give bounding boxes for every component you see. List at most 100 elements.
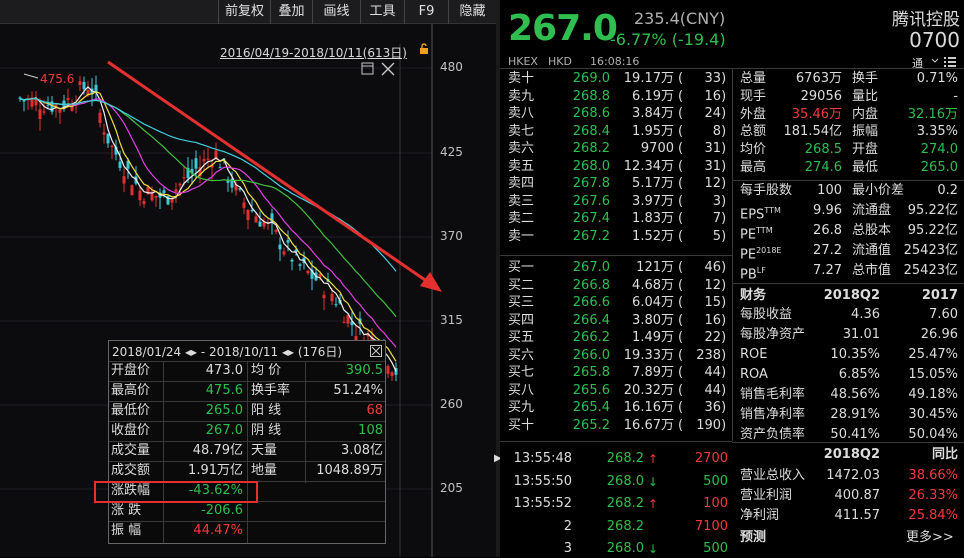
ask-row-price[interactable]: 267.4 — [572, 211, 610, 226]
prev-close: 235.4(CNY) — [634, 9, 726, 28]
stat-label: 总股本 — [852, 223, 892, 238]
candle-body — [346, 314, 350, 324]
stat-label: PE2018E — [740, 246, 782, 263]
ask-row-price[interactable]: 268.8 — [572, 88, 610, 104]
ask-row-price[interactable]: 268.0 — [572, 158, 610, 174]
bid-row-price[interactable]: 265.4 — [572, 400, 610, 415]
popup-close-icon[interactable] — [370, 345, 382, 357]
fin-row-value: 49.18% — [908, 387, 958, 402]
fin2-row-label: 营业利润 — [740, 488, 793, 503]
forecast-link[interactable]: 预测 — [740, 530, 767, 545]
bid-row-price[interactable]: 266.4 — [572, 312, 610, 328]
toolbar-draw-button[interactable]: 画线 — [312, 0, 360, 24]
candle-body — [226, 179, 230, 183]
candle-body — [138, 190, 142, 201]
toolbar-hide-button[interactable]: 隐藏 — [448, 0, 496, 24]
fin2-row-label: 营业总收入 — [740, 468, 806, 483]
fin-row-value: 10.35% — [830, 347, 880, 362]
ask-row-price[interactable]: 268.2 — [572, 141, 610, 156]
bid-row-volume: 4.68万 — [632, 277, 674, 293]
fin-row-value: 28.91% — [830, 407, 880, 422]
more-link[interactable]: 更多>> — [906, 530, 954, 545]
candle-body — [142, 201, 146, 205]
fin-row-value: 50.04% — [908, 427, 958, 442]
stat-value: 7.27 — [813, 263, 842, 278]
popup-row-value: 473.0 — [205, 363, 243, 378]
ask-row-count: (12) — [678, 176, 727, 191]
candle-body — [126, 160, 130, 169]
bid-row-price[interactable]: 266.2 — [572, 330, 610, 345]
candle-body — [202, 159, 206, 162]
candle-body — [294, 249, 298, 253]
kline-chart-panel[interactable]: 前复权 叠加 画线 工具 F9 隐藏 2016/04/19-2018/10/11… — [0, 0, 496, 557]
tick-arrow-up-icon: ↑ — [648, 497, 659, 511]
bid-row-price[interactable]: 265.8 — [572, 365, 610, 380]
ask-row-count: (8) — [678, 123, 727, 139]
stat-label: 流通值 — [852, 243, 892, 258]
toolbar-f9-button[interactable]: F9 — [404, 0, 448, 24]
stat-label-sup: TTM — [764, 206, 781, 215]
lock-icon[interactable] — [418, 43, 430, 55]
bid-row-price[interactable]: 266.6 — [572, 295, 610, 310]
ask-row-label: 卖九 — [508, 88, 535, 104]
bid-row-count: (238) — [678, 347, 727, 363]
candle-body — [282, 251, 286, 255]
fin-row-value: 26.96 — [920, 327, 958, 342]
bid-row-price[interactable]: 265.2 — [572, 417, 610, 433]
stat-value: 25423亿 — [903, 263, 958, 278]
candle-body — [42, 111, 46, 113]
popup-row-value: 265.0 — [205, 403, 243, 418]
bid-row-price[interactable]: 265.6 — [572, 382, 610, 398]
candle-body — [206, 158, 210, 160]
ask-row-price[interactable]: 267.2 — [572, 228, 610, 244]
ask-row-price[interactable]: 268.4 — [572, 123, 610, 139]
candle-body — [230, 178, 234, 188]
ask-row-volume: 3.97万 — [632, 193, 674, 209]
stat-value: 268.5 — [804, 142, 842, 158]
fin-row-value: 4.36 — [851, 307, 880, 322]
bid-row-price[interactable]: 266.0 — [572, 347, 610, 363]
fin-row-value: 48.56% — [830, 387, 880, 402]
toolbar-tools-button[interactable]: 工具 — [360, 0, 404, 24]
bid-row-price[interactable]: 266.8 — [572, 277, 610, 293]
maximize-icon[interactable] — [360, 62, 376, 76]
bid-row-count: (46) — [678, 260, 727, 275]
bid-row-label: 买一 — [508, 260, 535, 275]
ask-row-count: (7) — [678, 211, 727, 226]
ask-row-price[interactable]: 268.6 — [572, 106, 610, 121]
bid-row-volume: 6.04万 — [632, 295, 674, 310]
toolbar-adjust-button[interactable]: 前复权 — [218, 0, 270, 24]
tick-price: 268.0 — [606, 541, 644, 556]
kline-canvas[interactable] — [0, 24, 496, 557]
bid-row-label: 买五 — [508, 330, 535, 345]
bid-row-count: (22) — [678, 330, 727, 345]
fin2-header-period: 2018Q2 — [823, 447, 880, 462]
panel-divider[interactable] — [496, 0, 500, 557]
tick-time: 13:55:48 — [513, 451, 572, 466]
stat-label: 最高 — [740, 160, 767, 175]
candle-body — [246, 209, 250, 221]
bid-row-count: (44) — [678, 382, 727, 398]
popup-row-value: 267.0 — [205, 423, 243, 438]
interval-stats-popup[interactable]: 2018/01/24 ◂▸ - 2018/10/11 ◂▸ (176日) 开盘价… — [108, 340, 386, 544]
popup-row-value: 1048.89万 — [316, 463, 383, 478]
stat-value: 100 — [817, 183, 842, 198]
expand-arrow-icon[interactable]: ▶ — [494, 453, 502, 464]
connect-badge[interactable]: 通 — [912, 57, 923, 70]
candle-body — [266, 221, 270, 223]
popup-date-range[interactable]: 2018/01/24 ◂▸ - 2018/10/11 ◂▸ (176日) — [112, 345, 343, 359]
stat-value: 29056 — [800, 88, 842, 104]
stat-value: 0.71% — [916, 71, 958, 86]
bid-row-price[interactable]: 267.0 — [572, 260, 610, 275]
ask-row-price[interactable]: 267.6 — [572, 193, 610, 209]
toolbar-overlay-button[interactable]: 叠加 — [270, 0, 312, 24]
fin-row-value: 30.45% — [908, 407, 958, 422]
close-icon[interactable] — [380, 62, 396, 76]
stat-value: 9.96 — [813, 203, 842, 218]
stat-value: 25423亿 — [903, 243, 958, 258]
stat-label-sup: 2018E — [756, 246, 782, 255]
date-range-label[interactable]: 2016/04/19-2018/10/11(613日) — [220, 46, 407, 60]
ask-row-price[interactable]: 269.0 — [572, 71, 610, 86]
ask-row-price[interactable]: 267.8 — [572, 176, 610, 191]
menu-icons[interactable] — [930, 55, 960, 67]
